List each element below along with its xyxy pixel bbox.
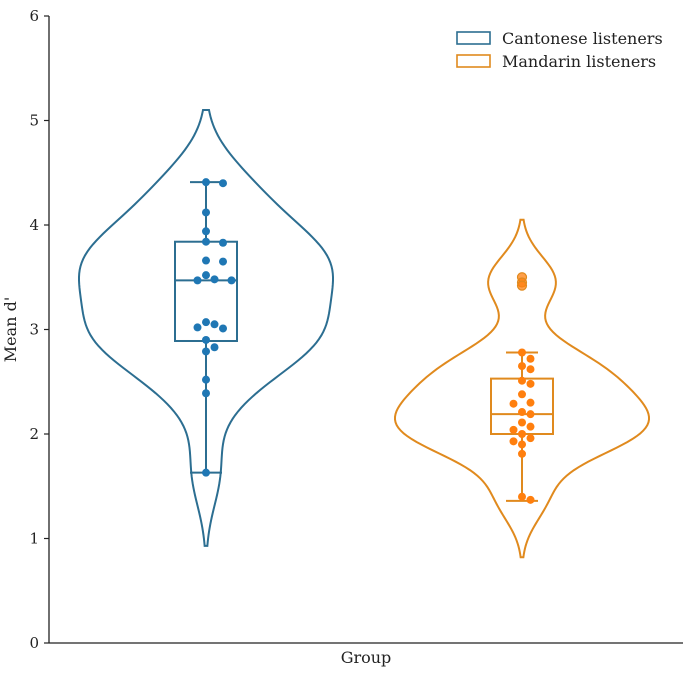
y-tick-label: 2 bbox=[29, 425, 39, 443]
data-point bbox=[509, 437, 518, 446]
data-point bbox=[202, 468, 210, 477]
y-tick-label: 6 bbox=[29, 7, 39, 25]
outlier-point bbox=[516, 280, 528, 291]
data-point bbox=[518, 408, 526, 417]
legend-item-mandarin: Mandarin listeners bbox=[456, 52, 656, 71]
legend-item-cantonese: Cantonese listeners bbox=[456, 29, 663, 48]
data-point bbox=[219, 179, 227, 188]
data-point bbox=[210, 275, 219, 284]
legend-label-cantonese: Cantonese listeners bbox=[502, 29, 663, 48]
data-point bbox=[526, 398, 535, 407]
y-tick-label: 1 bbox=[29, 530, 39, 548]
boxplots-layer bbox=[174, 181, 554, 502]
data-point bbox=[202, 375, 210, 384]
data-point bbox=[518, 449, 526, 458]
data-point bbox=[526, 379, 535, 388]
y-axis-title: Mean d' bbox=[1, 297, 20, 362]
y-tick-label: 4 bbox=[29, 216, 39, 234]
data-point bbox=[518, 430, 526, 438]
violins-layer bbox=[77, 109, 651, 559]
data-point bbox=[518, 440, 526, 449]
y-tick-label: 5 bbox=[29, 112, 39, 130]
data-point bbox=[202, 237, 210, 246]
data-point bbox=[202, 389, 210, 398]
data-point bbox=[518, 418, 526, 427]
data-point bbox=[202, 208, 210, 217]
data-point bbox=[227, 276, 236, 285]
legend-swatch-cantonese bbox=[456, 31, 491, 45]
data-point bbox=[518, 390, 526, 399]
y-tick-label: 3 bbox=[29, 321, 39, 339]
data-point bbox=[219, 257, 227, 266]
legend-label-mandarin: Mandarin listeners bbox=[502, 52, 656, 71]
data-point bbox=[526, 354, 535, 363]
legend-swatch-mandarin bbox=[456, 54, 491, 68]
y-tick-label: 0 bbox=[29, 634, 39, 652]
data-point bbox=[509, 425, 518, 434]
data-point bbox=[193, 276, 202, 285]
points-layer bbox=[193, 178, 535, 504]
violin-cantonese bbox=[77, 109, 335, 547]
data-point bbox=[526, 410, 535, 419]
data-point bbox=[526, 365, 535, 374]
data-point bbox=[210, 343, 219, 352]
data-point bbox=[518, 348, 526, 357]
data-point bbox=[518, 492, 526, 501]
data-point bbox=[518, 362, 526, 371]
legend: Cantonese listeners Mandarin listeners bbox=[456, 29, 663, 71]
data-point bbox=[202, 335, 210, 344]
data-point bbox=[219, 324, 227, 333]
data-point bbox=[202, 227, 210, 236]
data-point bbox=[202, 256, 210, 265]
data-point bbox=[526, 495, 535, 504]
data-point bbox=[518, 376, 526, 385]
data-point bbox=[202, 318, 210, 327]
violin-mandarin bbox=[393, 218, 651, 559]
data-point bbox=[509, 399, 518, 408]
data-point bbox=[526, 434, 535, 443]
data-point bbox=[202, 178, 210, 187]
y-ticks: 0 1 2 3 4 5 6 bbox=[29, 7, 49, 652]
data-point bbox=[193, 323, 202, 332]
data-point bbox=[202, 347, 210, 356]
axes-layer: 0 1 2 3 4 5 6 Group Mean d' bbox=[1, 7, 683, 667]
data-point bbox=[526, 422, 535, 431]
data-point bbox=[202, 271, 210, 280]
x-axis-title: Group bbox=[341, 648, 392, 667]
data-point bbox=[210, 320, 219, 329]
data-point bbox=[219, 238, 227, 247]
